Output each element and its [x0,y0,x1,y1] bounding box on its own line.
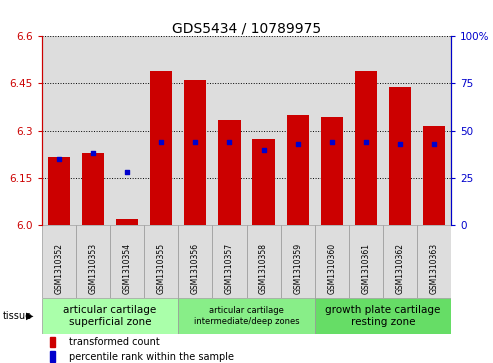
Bar [42,36,76,225]
Bar [315,298,451,334]
Bar [423,126,445,225]
Point [362,139,370,145]
Point [191,139,199,145]
Bar [315,225,349,298]
Point [396,141,404,147]
Bar [417,225,451,298]
Bar [212,225,246,298]
Text: growth plate cartilage
resting zone: growth plate cartilage resting zone [325,305,441,327]
Bar [246,225,281,298]
Bar [184,80,207,225]
Point [225,139,233,145]
Point [123,169,131,175]
Bar [281,225,315,298]
Bar [383,36,417,225]
Point [430,141,438,147]
Text: GSM1310360: GSM1310360 [327,243,336,294]
Bar [76,36,110,225]
Bar [252,139,275,225]
Bar [82,153,104,225]
Bar [42,298,178,334]
Text: GSM1310363: GSM1310363 [429,243,439,294]
Bar [355,71,377,225]
Bar [315,36,349,225]
Text: percentile rank within the sample: percentile rank within the sample [69,352,234,362]
Point [157,139,165,145]
Bar [48,158,70,225]
Point [89,150,97,156]
Point [294,141,302,147]
Bar [212,36,246,225]
Bar [178,36,212,225]
Bar [50,351,55,362]
Text: GSM1310359: GSM1310359 [293,243,302,294]
Title: GDS5434 / 10789975: GDS5434 / 10789975 [172,21,321,35]
Text: articular cartilage
intermediate/deep zones: articular cartilage intermediate/deep zo… [194,306,299,326]
Bar [144,36,178,225]
Bar [178,225,212,298]
Text: GSM1310362: GSM1310362 [395,243,404,294]
Bar [383,225,417,298]
Text: GSM1310361: GSM1310361 [361,243,370,294]
Bar [286,115,309,225]
Text: GSM1310352: GSM1310352 [54,243,64,294]
Text: articular cartilage
superficial zone: articular cartilage superficial zone [64,305,157,327]
Bar [50,337,55,347]
Text: GSM1310356: GSM1310356 [191,243,200,294]
Bar [246,36,281,225]
Text: tissue: tissue [2,311,32,321]
Point [55,156,63,162]
Bar [178,298,315,334]
Text: GSM1310354: GSM1310354 [123,243,132,294]
Bar [110,36,144,225]
Point [260,147,268,152]
Bar [42,225,76,298]
Bar [76,225,110,298]
Bar [218,120,241,225]
Bar [349,36,383,225]
Bar [144,225,178,298]
Bar [349,225,383,298]
Text: transformed count: transformed count [69,337,159,347]
Text: GSM1310353: GSM1310353 [89,243,98,294]
Bar [389,87,411,225]
Bar [320,117,343,225]
Bar [150,71,173,225]
Bar [116,219,138,225]
Text: GSM1310357: GSM1310357 [225,243,234,294]
Bar [281,36,315,225]
Text: GSM1310358: GSM1310358 [259,243,268,294]
Bar [417,36,451,225]
Point [328,139,336,145]
Text: ▶: ▶ [26,311,33,321]
Bar [110,225,144,298]
Text: GSM1310355: GSM1310355 [157,243,166,294]
